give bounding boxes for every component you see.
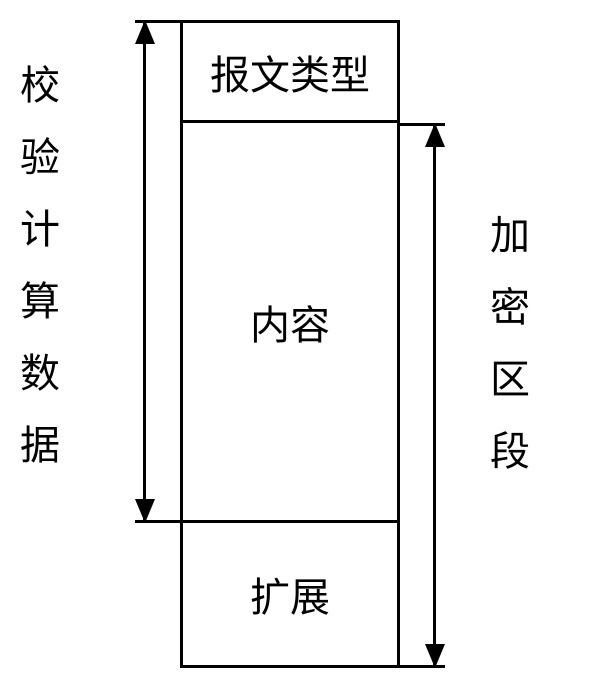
left-label-char: 验 — [20, 122, 60, 194]
segment-extension-label: 扩展 — [250, 565, 330, 623]
right-label-char: 区 — [490, 344, 530, 416]
segment-content-label: 内容 — [250, 293, 330, 351]
left-label-char: 校 — [20, 50, 60, 122]
diagram-container: 校 验 计 算 数 据 报文类型 内容 扩展 加 密 区 段 — [0, 20, 600, 668]
right-bottom-tick — [400, 665, 445, 668]
right-label: 加 密 区 段 — [490, 200, 530, 488]
packet-structure: 报文类型 内容 扩展 — [180, 20, 400, 668]
left-bottom-tick — [135, 520, 180, 523]
left-label-char: 据 — [20, 410, 60, 482]
left-label-char: 数 — [20, 338, 60, 410]
right-label-char: 密 — [490, 272, 530, 344]
left-arrow-up — [135, 20, 155, 44]
segment-extension: 扩展 — [183, 523, 397, 665]
segment-header-label: 报文类型 — [210, 43, 370, 101]
right-label-char: 加 — [490, 200, 530, 272]
right-arrow-up — [425, 123, 445, 147]
segment-header: 报文类型 — [183, 23, 397, 123]
left-label-char: 算 — [20, 266, 60, 338]
left-label: 校 验 计 算 数 据 — [20, 50, 60, 482]
left-range-bracket — [115, 20, 175, 523]
right-label-char: 段 — [490, 416, 530, 488]
segment-content: 内容 — [183, 123, 397, 523]
left-label-char: 计 — [20, 194, 60, 266]
right-range-bracket — [405, 123, 465, 668]
right-vertical-line — [433, 123, 436, 668]
left-vertical-line — [143, 20, 146, 523]
